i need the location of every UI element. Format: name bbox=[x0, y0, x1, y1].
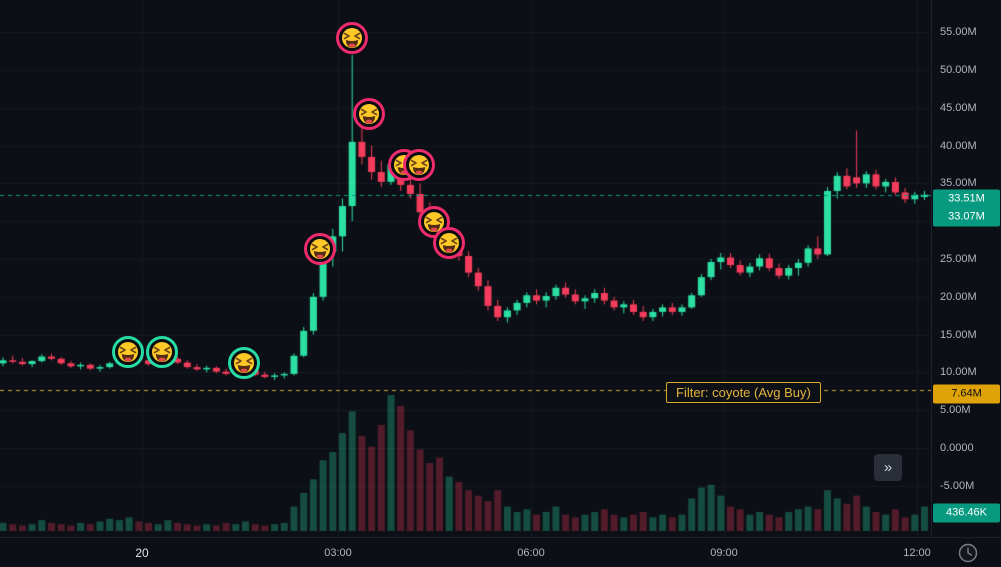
filter-price-badge: 7.64M bbox=[933, 384, 1000, 404]
laughing-emoji-icon bbox=[403, 149, 435, 181]
trade-marker[interactable] bbox=[303, 232, 337, 266]
laughing-emoji-icon bbox=[433, 227, 465, 259]
volume-badge: 436.46K bbox=[933, 503, 1000, 523]
laughing-emoji-icon bbox=[304, 233, 336, 265]
time-axis-label: 03:00 bbox=[324, 547, 352, 559]
trade-marker[interactable] bbox=[417, 205, 451, 239]
price-axis-label: 45.00M bbox=[940, 101, 977, 114]
timezone-clock-icon[interactable] bbox=[957, 542, 979, 564]
price-axis-label: 50.00M bbox=[940, 64, 977, 76]
time-axis[interactable]: 20 03:00 06:00 09:00 12:00 bbox=[0, 537, 1001, 567]
laughing-emoji-icon bbox=[228, 347, 260, 379]
trade-marker[interactable] bbox=[145, 335, 179, 369]
time-axis-label: 06:00 bbox=[517, 547, 545, 559]
price-badge: 33.51M bbox=[933, 189, 1000, 209]
price-axis-label: 10.00M bbox=[940, 366, 977, 379]
price-axis-label: -5.00M bbox=[940, 479, 975, 492]
trade-marker[interactable] bbox=[352, 97, 386, 131]
trade-marker[interactable] bbox=[335, 21, 369, 55]
time-labels: 20 03:00 06:00 09:00 12:00 bbox=[0, 538, 932, 567]
price-axis-label: 40.00M bbox=[940, 139, 977, 152]
price-badge: 33.07M bbox=[933, 207, 1000, 227]
scroll-to-realtime-button[interactable]: » bbox=[874, 454, 902, 481]
price-axis-label: 25.00M bbox=[940, 253, 977, 265]
price-axis-label: 5.00M bbox=[940, 404, 971, 417]
time-axis-label: 09:00 bbox=[710, 547, 738, 559]
price-axis-label: 35.00M bbox=[940, 177, 977, 190]
laughing-emoji-icon bbox=[112, 336, 144, 368]
price-axis-label: 20.00M bbox=[940, 290, 977, 303]
time-axis-label: 20 bbox=[135, 546, 149, 560]
filter-line-label[interactable]: Filter: coyote (Avg Buy) bbox=[666, 382, 821, 403]
trade-marker[interactable] bbox=[111, 335, 145, 369]
laughing-emoji-icon bbox=[336, 22, 368, 54]
time-axis-label: 12:00 bbox=[903, 547, 931, 559]
laughing-emoji-icon bbox=[353, 98, 385, 130]
price-axis[interactable]: 55.00M50.00M45.00M40.00M35.00M30.00M25.0… bbox=[931, 0, 1001, 537]
laughing-emoji-icon bbox=[418, 206, 450, 238]
price-axis-label: 55.00M bbox=[940, 26, 977, 39]
candlestick-chart-canvas[interactable] bbox=[0, 0, 931, 537]
trade-marker[interactable] bbox=[402, 148, 436, 182]
price-axis-label: 15.00M bbox=[940, 328, 977, 341]
trade-markers-layer bbox=[111, 21, 466, 380]
trade-marker[interactable] bbox=[432, 226, 466, 260]
price-axis-label: 0.0000 bbox=[940, 442, 974, 454]
laughing-emoji-icon bbox=[146, 336, 178, 368]
trade-marker[interactable] bbox=[227, 346, 261, 380]
